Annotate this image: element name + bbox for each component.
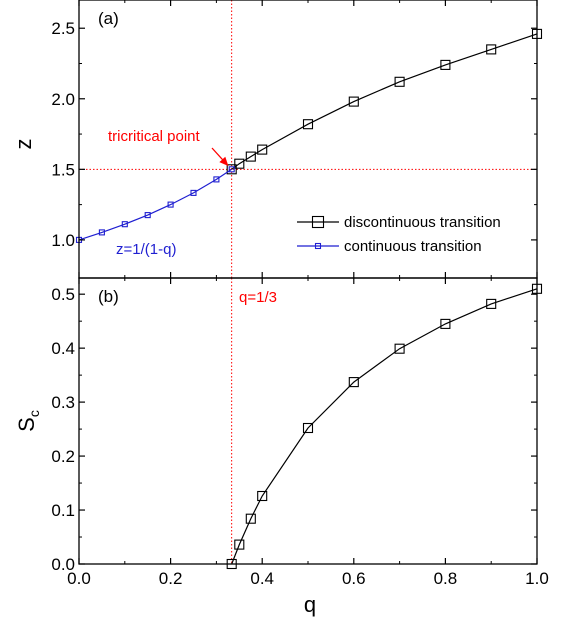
panel-b-y-tick-label: 0.3 [51, 393, 75, 412]
panel-a-y-tick-label: 1.5 [51, 160, 75, 179]
panel-b-x-tick-label: 1.0 [525, 569, 549, 588]
panel-a-data-point [226, 164, 237, 175]
reference-lines-layer [79, 0, 537, 564]
panel-b-label: (b) [98, 287, 119, 306]
panel-b-data-point [440, 318, 451, 329]
panel-b-data-point [486, 298, 497, 309]
panel-b-y-tick-label: 0.1 [51, 501, 75, 520]
panel-a-y-axis-label: z [11, 139, 36, 150]
legend-marker-0 [311, 215, 325, 229]
panel-a-data-point [234, 158, 245, 169]
panel-b-y-axis-label-subscript: c [26, 410, 42, 417]
panel-b-data-point [348, 377, 359, 388]
panel-a-data-point [98, 229, 105, 236]
panel-b-y-axis-label-main: S [14, 417, 39, 432]
text-layer: 1.0 1.5 2.0 2.5 (a) 0.0 0.1 0.2 0.3 0.4 0.5 0.0 0.2 0… [11, 9, 549, 617]
panel-a-data-point [121, 221, 128, 228]
panel-a-data-point [167, 201, 174, 208]
x-axis-label: q [304, 592, 316, 617]
panel-a-data-point [190, 189, 197, 196]
panel-b-data-point [245, 513, 256, 524]
q-one-third-annotation: q=1/3 [239, 289, 277, 306]
panel-a-y-tick-label: 2.0 [51, 90, 75, 109]
panel-b-y-tick-label: 0.2 [51, 447, 75, 466]
panel-a-data-point [257, 144, 268, 155]
panel-a-series-line-0 [231, 33, 538, 170]
panel-b-x-tick-label: 0.6 [342, 569, 366, 588]
legend-entry-1: continuous transition [344, 238, 482, 255]
formula-annotation: z=1/(1-q) [116, 241, 176, 258]
tricritical-point-arrow [211, 147, 229, 167]
tricritical-point-annotation: tricritical point [108, 128, 201, 145]
panel-b-y-tick-label: 0.4 [51, 339, 75, 358]
legend-entry-0: discontinuous transition [344, 214, 501, 231]
panel-b-x-tick-label: 0.2 [159, 569, 183, 588]
panel-a-data-point [302, 119, 314, 130]
panel-a-data-point [486, 44, 497, 55]
panel-a-data-point [213, 176, 220, 183]
panel-b-x-tick-label: 0.4 [250, 569, 274, 588]
panel-b-series-line-0 [231, 288, 538, 565]
panel-a-y-tick-label: 1.0 [51, 231, 75, 250]
series-layer [75, 28, 543, 570]
panel-b-x-tick-label: 0.0 [67, 569, 91, 588]
panel-a-data-point [440, 59, 451, 70]
panel-b-y-axis-label: Sc [14, 410, 42, 432]
panel-a-label: (a) [98, 9, 119, 28]
panel-b-data-point [234, 539, 245, 550]
panel-a-data-point [144, 212, 151, 219]
legend-marker-1 [314, 242, 322, 250]
panel-a-data-point [245, 151, 256, 162]
panel-a-y-tick-label: 2.5 [51, 19, 75, 38]
panel-b-x-tick-label: 0.8 [434, 569, 458, 588]
panel-a-data-point [228, 166, 235, 173]
panel-b-data-point [394, 343, 405, 354]
axes-layer [78, 0, 538, 565]
panel-a-data-point [348, 96, 359, 107]
panel-a-series-line-1 [78, 168, 233, 241]
panel-b-data-point [257, 490, 268, 502]
panel-b-y-tick-label: 0.5 [51, 285, 75, 304]
panel-b-y-tick-label: 0.0 [51, 555, 75, 574]
panel-b-data-point [302, 422, 314, 434]
panel-a-data-point [394, 76, 405, 87]
panel-b-frame [78, 277, 538, 565]
